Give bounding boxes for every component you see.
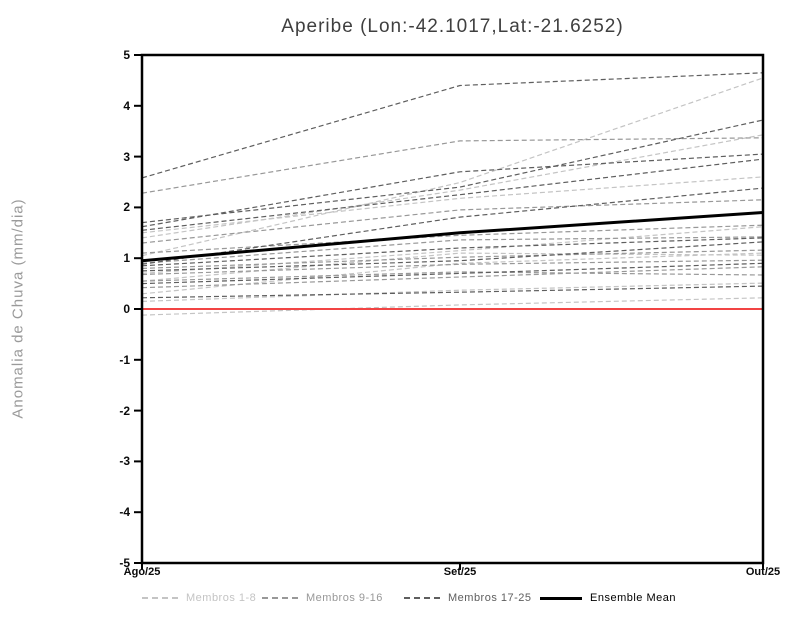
member-line-group1: [141, 77, 764, 257]
member-line-group3: [141, 241, 764, 272]
member-line-group3: [141, 158, 764, 231]
member-line-group3: [141, 237, 764, 267]
member-line-group1: [141, 176, 764, 234]
member-line-group2: [141, 259, 764, 276]
y-tick-label: 3: [123, 149, 130, 164]
y-tick-label: 1: [123, 251, 130, 266]
member-line-group3: [141, 285, 764, 299]
legend-item: Membros 1-8: [142, 591, 256, 605]
member-line-group1: [141, 134, 764, 239]
solid-line-swatch-icon: [540, 596, 582, 600]
y-tick-label: 5: [123, 48, 130, 62]
y-tick-label: -5: [119, 556, 130, 570]
member-line-group2: [141, 271, 764, 282]
member-line-group1: [141, 297, 764, 316]
member-line-group2: [141, 266, 764, 289]
ensemble-mean-line: [141, 211, 764, 263]
member-line-group1: [141, 252, 764, 295]
legend-label: Membros 17-25: [448, 592, 532, 604]
member-line-group1: [141, 282, 764, 302]
member-line-group3: [141, 187, 764, 265]
member-line-group1: [141, 226, 764, 274]
y-tick-label: -1: [119, 352, 130, 367]
member-line-group3: [141, 262, 764, 285]
y-tick-label: -3: [119, 454, 130, 469]
legend: Membros 1-8 Membros 9-16 Membros 17-25 Ense…: [0, 591, 800, 607]
member-line-group2: [141, 236, 764, 264]
legend-label: Ensemble Mean: [590, 592, 676, 604]
y-tick-label: -2: [119, 403, 130, 418]
dashed-line-swatch-icon: [404, 597, 440, 599]
dashed-line-swatch-icon: [262, 597, 298, 599]
member-line-group1: [141, 252, 764, 282]
x-tick-label: Ago/25: [123, 566, 161, 578]
member-line-group3: [141, 153, 764, 228]
member-line-group2: [141, 224, 764, 254]
y-tick-label: 2: [123, 200, 130, 215]
member-line-group2: [141, 199, 764, 244]
y-tick-label: -4: [119, 505, 130, 520]
member-line-group2: [141, 249, 764, 269]
legend-label: Membros 1-8: [186, 592, 257, 604]
member-line-group2: [141, 137, 764, 194]
y-tick-label: 0: [123, 302, 130, 316]
legend-label: Membros 9-16: [306, 592, 383, 604]
member-line-group3: [141, 119, 764, 224]
member-line-group3: [141, 72, 764, 179]
chart-title: Aperibe (Lon:-42.1017,Lat:-21.6252): [281, 16, 624, 37]
x-tick-label: Out/25: [745, 566, 781, 578]
x-tick-label: Set/25: [443, 566, 477, 578]
legend-item: Membros 9-16: [262, 591, 383, 605]
y-tick-label: 4: [123, 98, 130, 113]
dashed-line-swatch-icon: [142, 597, 178, 599]
legend-item: Membros 17-25: [404, 591, 532, 605]
legend-item: Ensemble Mean: [540, 591, 676, 605]
